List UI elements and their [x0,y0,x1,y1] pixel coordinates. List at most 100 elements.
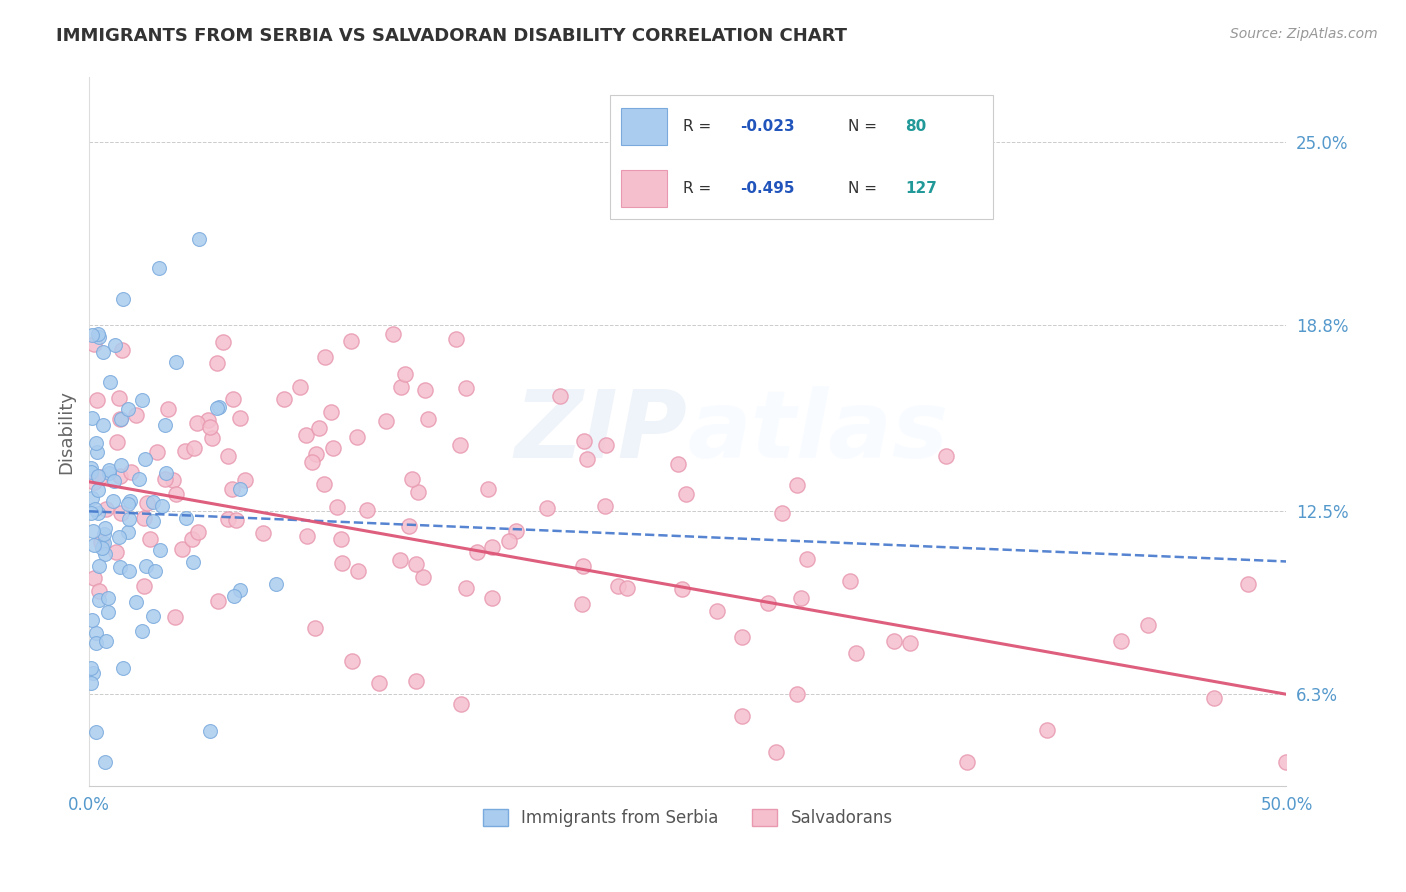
Point [731,630,754,644]
Point [105,545,128,559]
Point [1109,634,1132,648]
Point [233,473,256,487]
Point [671,582,693,596]
Point [149,543,172,558]
Point [142,494,165,508]
Point [104,337,127,351]
Point [94,521,117,535]
Point [148,260,170,275]
Point [295,428,318,442]
Point [82,613,104,627]
Point [548,388,571,402]
Point [103,474,125,488]
Point [225,513,247,527]
Point [305,447,328,461]
Legend: Immigrants from Serbia, Salvadorans: Immigrants from Serbia, Salvadorans [477,803,900,834]
Text: Source: ZipAtlas.com: Source: ZipAtlas.com [1230,27,1378,41]
Point [228,482,250,496]
Point [406,485,429,500]
Point [131,624,153,639]
Point [139,532,162,546]
Point [505,524,527,539]
Point [135,559,157,574]
Point [731,709,754,723]
Point [188,232,211,246]
Point [498,534,520,549]
Point [571,558,593,573]
Point [111,343,134,357]
Point [170,542,193,557]
Point [347,565,370,579]
Point [180,533,202,547]
Point [456,381,478,395]
Point [394,368,416,382]
Point [301,455,323,469]
Point [118,512,141,526]
Point [108,469,131,483]
Point [477,483,499,497]
Point [132,579,155,593]
Point [157,402,180,417]
Point [107,530,129,544]
Point [295,529,318,543]
Point [165,487,187,501]
Point [120,465,142,479]
Point [80,461,103,475]
Point [595,438,617,452]
Y-axis label: Disability: Disability [58,390,75,474]
Point [83,666,105,681]
Point [450,697,472,711]
Point [211,334,233,349]
Point [145,445,167,459]
Point [80,410,103,425]
Point [125,409,148,423]
Point [321,405,343,419]
Point [110,506,132,520]
Point [224,590,246,604]
Point [381,327,404,342]
Text: atlas: atlas [688,385,949,477]
Point [84,436,107,450]
Point [87,468,110,483]
Point [1136,618,1159,632]
Point [252,526,274,541]
Point [80,491,103,505]
Point [134,452,156,467]
Point [110,458,132,473]
Point [898,636,921,650]
Point [87,483,110,497]
Point [86,444,108,458]
Point [576,451,599,466]
Point [666,457,689,471]
Point [340,655,363,669]
Point [132,511,155,525]
Point [845,646,868,660]
Point [956,755,979,769]
Point [339,334,361,348]
Point [117,498,139,512]
Point [153,472,176,486]
Point [183,441,205,455]
Point [207,401,229,415]
Point [839,574,862,588]
Point [90,535,112,549]
Point [91,345,114,359]
Point [174,510,197,524]
Point [201,431,224,445]
Point [97,605,120,619]
Point [97,463,120,477]
Point [80,465,103,479]
Point [94,633,117,648]
Point [83,571,105,585]
Point [108,391,131,405]
Point [883,634,905,648]
Point [84,725,107,739]
Point [110,411,132,425]
Point [165,610,187,624]
Point [87,507,110,521]
Point [536,500,558,515]
Point [155,466,177,480]
Text: ZIP: ZIP [515,385,688,477]
Point [86,626,108,640]
Point [83,538,105,552]
